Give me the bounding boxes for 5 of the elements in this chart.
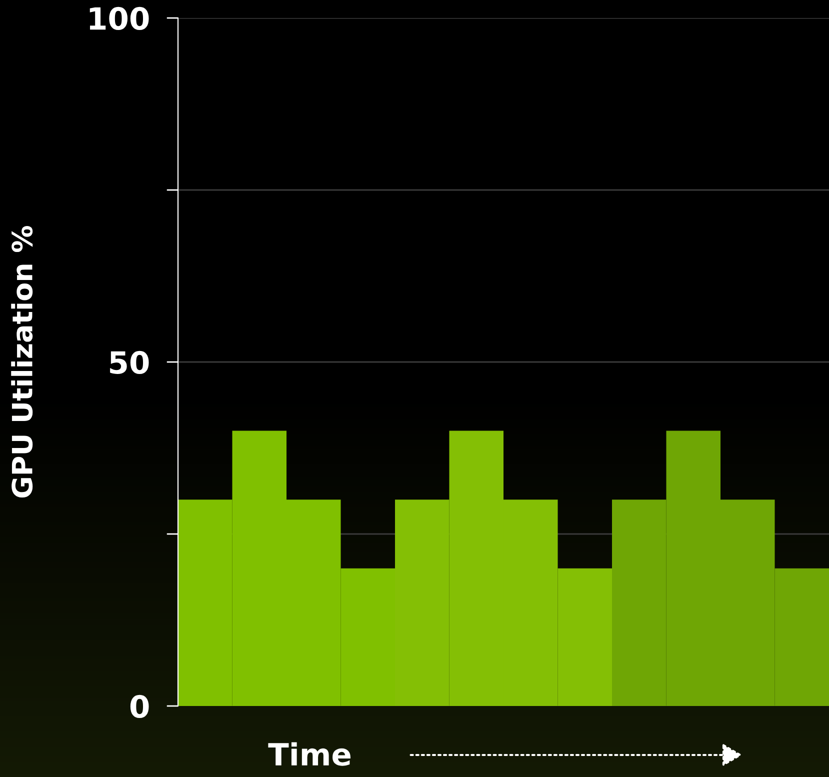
x-axis-title: Time — [268, 742, 350, 766]
y-tick-label: 100 — [90, 6, 149, 30]
y-tick-label: 0 — [130, 694, 149, 718]
y-axis-title: GPU Utilization % — [11, 226, 33, 498]
y-tick-label: 50 — [110, 350, 149, 374]
